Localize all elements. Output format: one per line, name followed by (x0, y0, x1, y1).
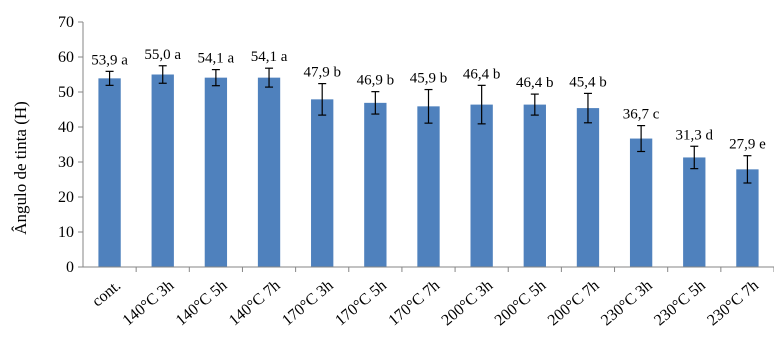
bar (204, 77, 228, 268)
y-tick-label: 60 (58, 49, 74, 66)
x-tick-label: 230°C 7h (704, 277, 762, 329)
data-label: 53,9 a (91, 52, 128, 68)
bar (151, 74, 174, 267)
data-labels: 53,9 a 55,0 a 54,1 a 54,1 a 47,9 b 46,9 b 45,9… (91, 47, 766, 153)
bar (311, 99, 334, 267)
data-label: 27,9 e (729, 137, 766, 153)
y-tick-label: 20 (58, 189, 74, 206)
x-tick-label: 170°C 5h (332, 277, 390, 329)
x-tick-label: 200°C 5h (492, 277, 550, 329)
x-tick-label: 200°C 7h (545, 277, 603, 329)
data-label: 45,9 b (410, 71, 448, 87)
data-label: 46,4 b (463, 66, 501, 82)
bars (98, 74, 759, 268)
x-tick-label: cont. (89, 277, 124, 310)
data-label: 55,0 a (144, 47, 181, 63)
data-label: 46,9 b (357, 73, 395, 89)
x-tick-label: 230°C 5h (651, 277, 709, 329)
bar (364, 102, 387, 267)
x-tick-label: 230°C 3h (598, 277, 656, 329)
y-axis: 0 10 20 30 40 50 60 70 (58, 14, 84, 276)
x-tick-label: 170°C 3h (279, 277, 337, 329)
bar (736, 169, 759, 267)
bar (470, 104, 493, 267)
y-tick-label: 50 (58, 84, 74, 101)
bar (523, 104, 546, 267)
bar (576, 108, 600, 267)
x-tick-label: 140°C 7h (226, 277, 284, 329)
bar (98, 78, 121, 267)
data-label: 54,1 a (251, 49, 288, 65)
bar (417, 106, 440, 267)
bar (257, 77, 281, 268)
x-tick-label: 170°C 7h (385, 277, 443, 329)
y-axis-label: Ângulo de tinta (H) (11, 101, 30, 235)
y-tick-label: 30 (58, 154, 74, 171)
x-tick-label: 200°C 3h (439, 277, 497, 329)
data-label: 31,3 d (676, 127, 714, 143)
data-label: 47,9 b (303, 65, 341, 81)
data-label: 36,7 c (623, 107, 660, 123)
error-bars (105, 65, 752, 184)
bar (683, 157, 706, 267)
bar (629, 138, 653, 267)
data-label: 46,4 b (516, 75, 554, 91)
x-tick-label: 140°C 3h (120, 277, 178, 329)
x-tick-label: 140°C 5h (173, 277, 231, 329)
y-tick-label: 0 (66, 259, 74, 276)
y-tick-label: 40 (58, 119, 74, 136)
data-label: 45,4 b (569, 74, 607, 90)
y-tick-label: 70 (58, 14, 74, 31)
data-label: 54,1 a (198, 51, 235, 67)
y-tick-label: 10 (58, 224, 74, 241)
